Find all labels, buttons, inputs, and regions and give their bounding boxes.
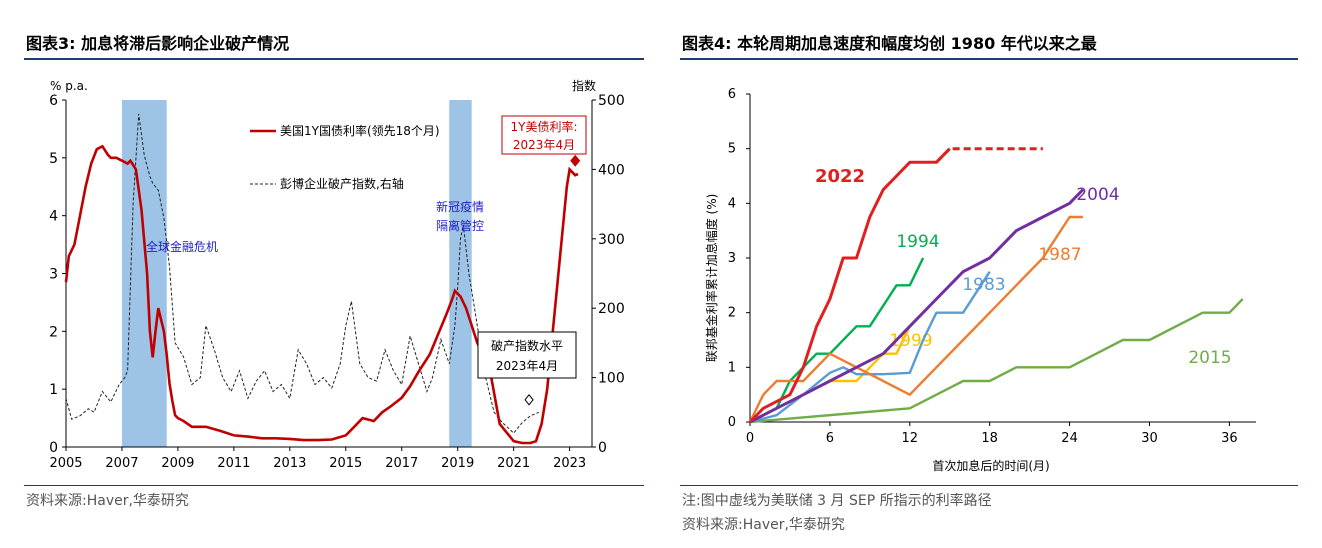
legend-rate-label: 美国1Y国债利率(领先18个月) [280, 123, 440, 138]
y-tick-label: 1 [728, 360, 736, 375]
series-line-2022-sep [935, 147, 1043, 164]
y-tick-label: 2 [728, 306, 736, 321]
x-tick-label: 2011 [217, 456, 250, 471]
y-tick-label: 0 [728, 415, 736, 430]
right-chart-title: 图表4: 本轮周期加息速度和幅度均创 1980 年代以来之最 [682, 34, 1097, 53]
rate-callout-box [501, 115, 587, 155]
x-tick-label: 2005 [49, 456, 82, 471]
series-label-1987: 1987 [1038, 245, 1081, 265]
covid-annotation-line2: 隔离管控 [436, 218, 484, 233]
x-tick-label: 2009 [161, 456, 194, 471]
x-tick-label: 2019 [441, 456, 474, 471]
left-y-tick-label: 4 [49, 209, 58, 225]
x-tick-label: 2023 [553, 456, 586, 471]
left-y-tick-label: 6 [49, 93, 58, 109]
series-line-2022 [748, 147, 951, 424]
left-y-tick-label: 2 [49, 324, 58, 340]
left-title-rule [24, 58, 644, 60]
x-tick-label: 2007 [105, 456, 138, 471]
x-tick-label: 2015 [329, 456, 362, 471]
series-label-2022: 2022 [815, 166, 865, 187]
x-tick-label: 24 [1061, 431, 1078, 446]
index-callout-line2: 2023年4月 [496, 359, 558, 373]
series-label-2004: 2004 [1076, 185, 1119, 205]
left-y-tick-label: 5 [49, 151, 58, 167]
y-axis-title: 联邦基金利率累计加息幅度 (%) [704, 194, 719, 363]
y-tick-label: 5 [728, 142, 736, 157]
gfc-annotation: 全球金融危机 [146, 239, 218, 254]
right-y-tick-label: 200 [598, 301, 625, 317]
x-axis-title: 首次加息后的时间(月) [932, 458, 1049, 473]
left-chart: 0 1 2 3 4 5 6 0 100 200 300 400 500 2005 2007 2009 2011 2… [49, 78, 625, 471]
right-axis-unit: 指数 [572, 78, 596, 93]
x-tick-label: 6 [826, 431, 834, 446]
series-line-1987 [748, 215, 1083, 423]
index-callout-box [477, 331, 577, 379]
series-line-2015 [749, 298, 1244, 424]
left-chart-title: 图表3: 加息将滞后影响企业破产情况 [26, 34, 290, 53]
right-y-tick-label: 0 [598, 440, 607, 456]
right-footer-rule [680, 485, 1298, 486]
y-tick-label: 6 [728, 87, 736, 102]
left-axis-unit: % p.a. [50, 79, 88, 93]
treasury-1y-rate-line [64, 144, 579, 445]
right-note: 注:图中虚线为美联储 3 月 SEP 所指示的利率路径 [682, 493, 992, 509]
x-tick-label: 2017 [385, 456, 418, 471]
right-y-tick-label: 300 [598, 232, 625, 248]
y-tick-label: 4 [728, 196, 736, 211]
series-label-2015: 2015 [1188, 348, 1231, 368]
legend-index-label: 彭博企业破产指数,右轴 [280, 176, 404, 191]
right-y-tick-label: 500 [598, 93, 625, 109]
series-label-1983: 1983 [962, 275, 1005, 295]
y-tick-label: 3 [728, 251, 736, 266]
x-tick-label: 2013 [273, 456, 306, 471]
index-marker-diamond [524, 394, 534, 406]
right-source: 资料来源:Haver,华泰研究 [682, 517, 845, 533]
series-label-1994: 1994 [896, 232, 939, 252]
right-title-rule [680, 58, 1298, 60]
x-tick-label: 30 [1141, 431, 1158, 446]
series-line-1994 [749, 257, 925, 424]
left-y-tick-label: 3 [49, 267, 58, 283]
shaded-period-0 [121, 100, 167, 447]
shaded-period-1 [449, 100, 472, 447]
series-line-1983 [749, 271, 991, 424]
left-y-tick-label: 1 [49, 382, 58, 398]
rate-marker-diamond [570, 154, 581, 167]
rate-callout-line2: 2023年4月 [513, 138, 575, 152]
left-source: 资料来源:Haver,华泰研究 [26, 493, 189, 509]
x-tick-label: 0 [746, 431, 754, 446]
x-tick-label: 18 [981, 431, 998, 446]
right-y-tick-label: 400 [598, 162, 625, 178]
left-y-tick-label: 0 [49, 440, 58, 456]
series-line-2004 [749, 188, 1084, 424]
x-tick-label: 2021 [497, 456, 530, 471]
x-tick-label: 12 [902, 431, 919, 446]
index-callout-line1: 破产指数水平 [491, 338, 563, 353]
left-footer-rule [24, 485, 644, 486]
x-tick-label: 36 [1221, 431, 1238, 446]
rate-callout-line1: 1Y美债利率: [510, 119, 577, 134]
right-y-tick-label: 100 [598, 371, 625, 387]
covid-annotation-line1: 新冠疫情 [436, 199, 484, 214]
bankruptcy-index-line [65, 113, 539, 434]
